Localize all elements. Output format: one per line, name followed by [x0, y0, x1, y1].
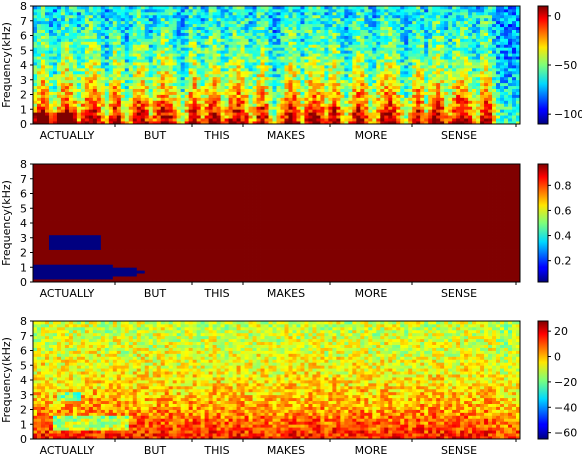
y-tick-label: 1: [20, 418, 27, 431]
y-tick-label: 3: [20, 232, 27, 245]
word-label: MORE: [355, 444, 388, 454]
y-tick-label: 2: [20, 404, 27, 417]
colorbar-tick-label: 0: [554, 351, 561, 364]
y-tick-label: 7: [20, 173, 27, 186]
word-label: ACTUALLY: [40, 444, 95, 454]
colorbar-gradient: [537, 163, 549, 283]
colorbar-tick-label: 0.8: [554, 179, 572, 192]
colorbar-tick-label: −40: [554, 401, 577, 414]
word-label: MAKES: [267, 444, 305, 454]
y-tick-label: 8: [20, 158, 27, 171]
y-tick-label: 5: [20, 44, 27, 57]
word-label: MAKES: [267, 287, 305, 300]
y-tick-label: 8: [20, 0, 27, 13]
y-tick-label: 5: [20, 202, 27, 215]
y-tick-label: 2: [20, 89, 27, 102]
colorbar-gradient: [537, 320, 549, 440]
colorbar: 0.8 0.6 0.4 0.2: [537, 163, 572, 283]
word-label: MORE: [355, 129, 388, 142]
y-tick-label: 3: [20, 389, 27, 402]
colorbar-tick-label: 0.2: [554, 255, 572, 268]
colorbar-tick-label: 0.6: [554, 204, 572, 217]
y-tick-label: 6: [20, 188, 27, 201]
y-tick-label: 7: [20, 15, 27, 28]
word-label: ACTUALLY: [40, 129, 95, 142]
heatmap-cells: [33, 164, 521, 283]
y-tick-label: 4: [20, 59, 27, 72]
word-label: MORE: [355, 287, 388, 300]
colorbar-tick-label: −50: [554, 59, 577, 72]
y-tick-label: 6: [20, 345, 27, 358]
y-tick-label: 0: [20, 276, 27, 289]
colorbar-tick-label: −100: [554, 108, 582, 121]
y-tick-label: 0: [20, 433, 27, 446]
y-tick-label: 1: [20, 261, 27, 274]
colorbar-tick-label: −60: [554, 427, 577, 440]
word-label: ACTUALLY: [40, 287, 95, 300]
y-tick-label: 5: [20, 359, 27, 372]
word-label: SENSE: [441, 287, 477, 300]
word-label: BUT: [144, 129, 167, 142]
y-tick-label: 6: [20, 30, 27, 43]
word-label: THIS: [203, 287, 229, 300]
heatmap-cells: [33, 6, 521, 125]
word-label: SENSE: [441, 444, 477, 454]
y-axis-label: Frequency(kHz): [0, 22, 13, 108]
y-tick-label: 1: [20, 103, 27, 116]
heatmap-cells: [33, 321, 521, 440]
y-axis-label: Frequency(kHz): [0, 180, 13, 266]
word-label: BUT: [144, 444, 167, 454]
y-axis-label: Frequency(kHz): [0, 337, 13, 423]
colorbar: 20 0 −20 −40 −60: [537, 320, 577, 440]
word-label: MAKES: [267, 129, 305, 142]
colorbar: 0 −50 −100: [537, 5, 582, 125]
y-tick-label: 4: [20, 217, 27, 230]
word-label: THIS: [203, 129, 229, 142]
colorbar-gradient: [537, 5, 549, 125]
colorbar-tick-label: −20: [554, 376, 577, 389]
y-tick-label: 7: [20, 330, 27, 343]
word-label: BUT: [144, 287, 167, 300]
word-label: THIS: [203, 444, 229, 454]
y-tick-label: 2: [20, 247, 27, 260]
colorbar-tick-label: 20: [554, 325, 568, 338]
colorbar-tick-label: 0.4: [554, 230, 572, 243]
colorbar-tick-label: 0: [554, 10, 561, 23]
word-label: SENSE: [441, 129, 477, 142]
y-tick-label: 3: [20, 74, 27, 87]
y-tick-label: 0: [20, 118, 27, 131]
y-tick-label: 8: [20, 315, 27, 328]
y-tick-label: 4: [20, 374, 27, 387]
